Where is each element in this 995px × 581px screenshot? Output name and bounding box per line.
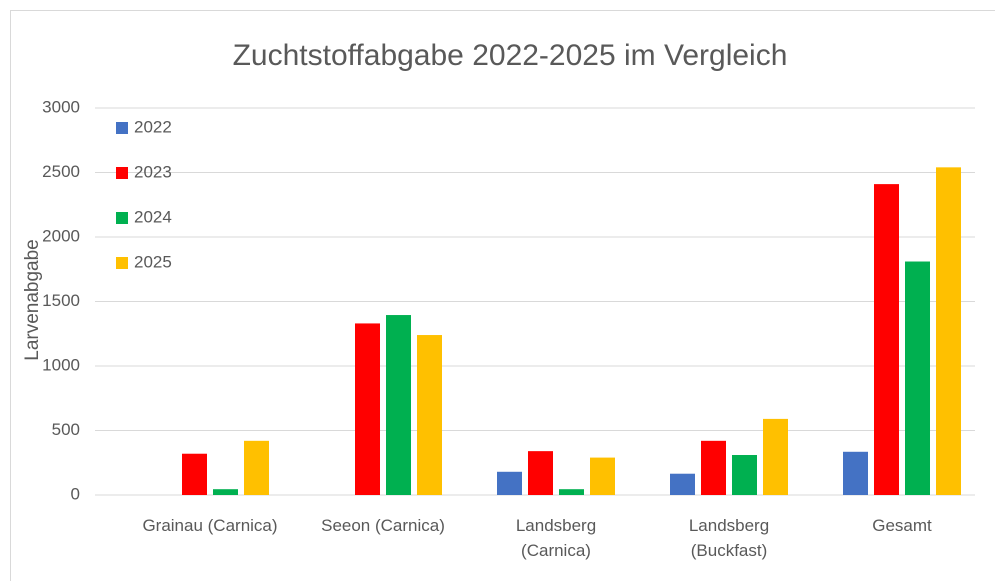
x-tick-label: Landsberg (Buckfast) xyxy=(688,516,770,560)
bar xyxy=(732,455,757,495)
chart-title: Zuchtstoffabgabe 2022-2025 im Vergleich xyxy=(233,39,788,72)
x-tick-label: Landsberg (Carnica) xyxy=(515,516,597,560)
legend-label: 2025 xyxy=(134,252,172,271)
bar xyxy=(590,457,615,495)
bar xyxy=(244,440,269,495)
y-tick-label: 2000 xyxy=(42,226,80,245)
bar xyxy=(355,323,380,495)
bar xyxy=(670,473,695,495)
y-tick-label: 1000 xyxy=(42,355,80,374)
y-axis-label: Larvenabgabe xyxy=(22,239,43,361)
bar xyxy=(213,489,238,495)
x-tick-label: Gesamt xyxy=(872,516,932,535)
y-tick-label: 3000 xyxy=(42,97,80,116)
x-tick-label: Grainau (Carnica) xyxy=(142,516,278,535)
legend-swatch xyxy=(116,122,128,134)
bar xyxy=(559,489,584,495)
legend-label: 2023 xyxy=(134,162,172,181)
legend-swatch xyxy=(116,212,128,224)
bar xyxy=(528,451,553,495)
bar xyxy=(874,184,899,496)
y-tick-label: 2500 xyxy=(42,162,80,181)
legend-label: 2022 xyxy=(134,117,172,136)
y-tick-label: 0 xyxy=(71,484,80,503)
bar xyxy=(182,453,207,495)
bar xyxy=(701,440,726,495)
y-tick-label: 500 xyxy=(52,420,80,439)
bar xyxy=(905,261,930,495)
bar xyxy=(936,167,961,495)
bar xyxy=(843,451,868,495)
bar xyxy=(497,471,522,495)
bar xyxy=(417,335,442,495)
y-tick-label: 1500 xyxy=(42,291,80,310)
bar xyxy=(386,315,411,495)
legend-label: 2024 xyxy=(134,207,172,226)
legend-swatch xyxy=(116,257,128,269)
bar xyxy=(763,418,788,495)
legend-swatch xyxy=(116,167,128,179)
x-tick-label: Seeon (Carnica) xyxy=(321,516,445,535)
